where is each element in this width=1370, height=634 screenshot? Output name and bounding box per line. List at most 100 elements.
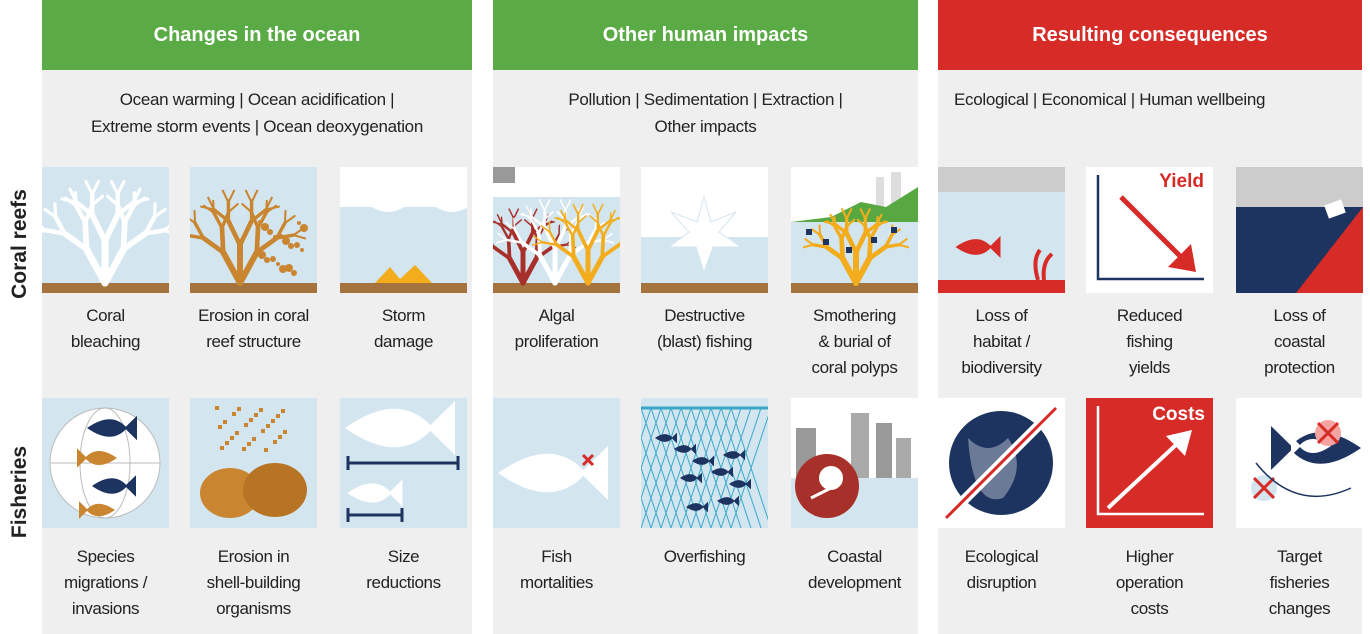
caption-line: Size [332,544,475,570]
icon [1236,398,1363,533]
icon [791,167,918,298]
icon [190,398,317,533]
page: {"row_labels": ["Coral reefs", "Fisherie… [0,0,1370,634]
icon [42,398,169,533]
caption: Overfishing [633,544,776,570]
icon-graphic [340,167,467,293]
caption-line: Smothering [783,303,926,329]
caption-line: changes [1228,596,1370,622]
caption-line: Loss of [1228,303,1370,329]
panel-subtitle: Pollution | Sedimentation | Extraction |… [493,86,918,140]
caption-line: fishing [1078,329,1221,355]
caption-line: & burial of [783,329,926,355]
caption-line: damage [332,329,475,355]
caption-line: bleaching [34,329,177,355]
panel-header: Resulting consequences [938,0,1362,70]
panel: Changes in the ocean Ocean warming | Ocea… [42,0,472,634]
icon-graphic [42,167,169,293]
icon-graphic [641,167,768,293]
icon [641,167,768,298]
caption-line: Reduced [1078,303,1221,329]
icon-graphic [791,398,918,528]
subtitle-line: Pollution | Sedimentation | Extraction | [493,86,918,113]
caption-line: development [783,570,926,596]
caption-line: fisheries [1228,570,1370,596]
panel: Resulting consequences Ecological | Econo… [938,0,1362,634]
icon-graphic: Yield [1086,167,1213,293]
icon-graphic [493,398,620,528]
icon-graphic [791,167,918,293]
caption-line: coastal [1228,329,1370,355]
caption-line: reef structure [182,329,325,355]
caption-line: reductions [332,570,475,596]
icon-graphic [1236,167,1363,293]
icon-graphic [42,398,169,528]
icon [641,398,768,533]
caption-line: proliferation [485,329,628,355]
panel-header: Changes in the ocean [42,0,472,70]
caption-line: organisms [182,596,325,622]
icon-graphic [938,398,1065,528]
caption-line: Destructive [633,303,776,329]
icon [1236,167,1363,298]
icon-text: Costs [1152,404,1205,425]
panel: Other human impacts Pollution | Sedimenta… [493,0,918,634]
icon [493,167,620,298]
caption-line: Higher [1078,544,1221,570]
caption-line: disruption [930,570,1073,596]
caption-line: Overfishing [633,544,776,570]
caption-line: Erosion in [182,544,325,570]
icon [493,398,620,533]
icon [340,167,467,298]
icon-graphic [190,167,317,293]
caption-line: invasions [34,596,177,622]
caption: Destructive(blast) fishing [633,303,776,355]
caption-line: Ecological [930,544,1073,570]
caption-line: biodiversity [930,355,1073,381]
caption-line: operation [1078,570,1221,596]
caption-line: Loss of [930,303,1073,329]
icon-graphic [641,398,768,528]
icon [938,167,1065,298]
subtitle-line: Ocean warming | Ocean acidification | [42,86,472,113]
caption-line: Coastal [783,544,926,570]
caption-line: coral polyps [783,355,926,381]
icon [190,167,317,298]
icon-graphic [493,167,620,293]
subtitle-line: Ecological | Economical | Human wellbein… [954,86,1362,113]
caption-line: Storm [332,303,475,329]
caption-line: protection [1228,355,1370,381]
icon: Yield [1086,167,1213,298]
icon-text: Yield [1159,171,1204,192]
caption-line: costs [1078,596,1221,622]
caption-line: Coral [34,303,177,329]
caption-line: Algal [485,303,628,329]
icon-graphic [938,167,1065,293]
panel-header: Other human impacts [493,0,918,70]
icon [938,398,1065,533]
caption-line: migrations / [34,570,177,596]
row-label: Fisheries [8,412,32,572]
caption-line: yields [1078,355,1221,381]
caption-line: Fish [485,544,628,570]
caption-line: mortalities [485,570,628,596]
caption-line: shell-building [182,570,325,596]
panel-subtitle: Ecological | Economical | Human wellbein… [938,86,1362,113]
icon [791,398,918,533]
caption-line: Target [1228,544,1370,570]
